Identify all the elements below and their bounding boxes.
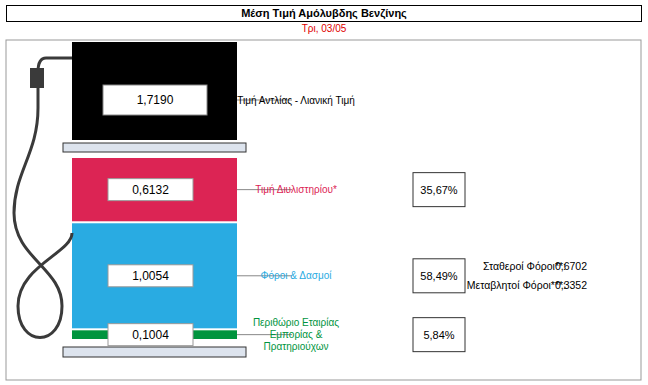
svg-text:Μεταβλητοί Φόροι***:: Μεταβλητοί Φόροι***: (467, 279, 566, 291)
svg-text:Περιθώριο ΕταιρίαςΕμπορίας &Πρ: Περιθώριο ΕταιρίαςΕμπορίας &Πρατηριούχων (253, 317, 339, 352)
svg-text:0,6702: 0,6702 (555, 260, 587, 272)
svg-text:Τιμή Αντλίας - Λιανική Τιμή: Τιμή Αντλίας - Λιανική Τιμή (237, 95, 354, 106)
html-text:Μέση Τιμή Αμόλυβδης Βενζίνης: Μέση Τιμή Αμόλυβδης Βενζίνης (241, 7, 407, 19)
svg-text:Σταθεροί Φόροι**:: Σταθεροί Φόροι**: (483, 260, 566, 272)
svg-text:35,67%: 35,67% (420, 184, 458, 196)
svg-text:1,7190: 1,7190 (137, 93, 174, 107)
svg-text:58,49%: 58,49% (420, 270, 458, 282)
svg-text:1,0054: 1,0054 (132, 269, 169, 283)
svg-text:0,1004: 0,1004 (132, 328, 169, 342)
svg-text:Φόροι & Δασμοί: Φόροι & Δασμοί (261, 270, 333, 281)
svg-text:0,3352: 0,3352 (555, 279, 587, 291)
svg-text:Τιμή Διυλιστηρίου*: Τιμή Διυλιστηρίου* (255, 184, 337, 195)
svg-text:0,6132: 0,6132 (132, 183, 169, 197)
html-text:Τρι, 03/05: Τρι, 03/05 (301, 23, 347, 34)
svg-text:5,84%: 5,84% (423, 329, 454, 341)
